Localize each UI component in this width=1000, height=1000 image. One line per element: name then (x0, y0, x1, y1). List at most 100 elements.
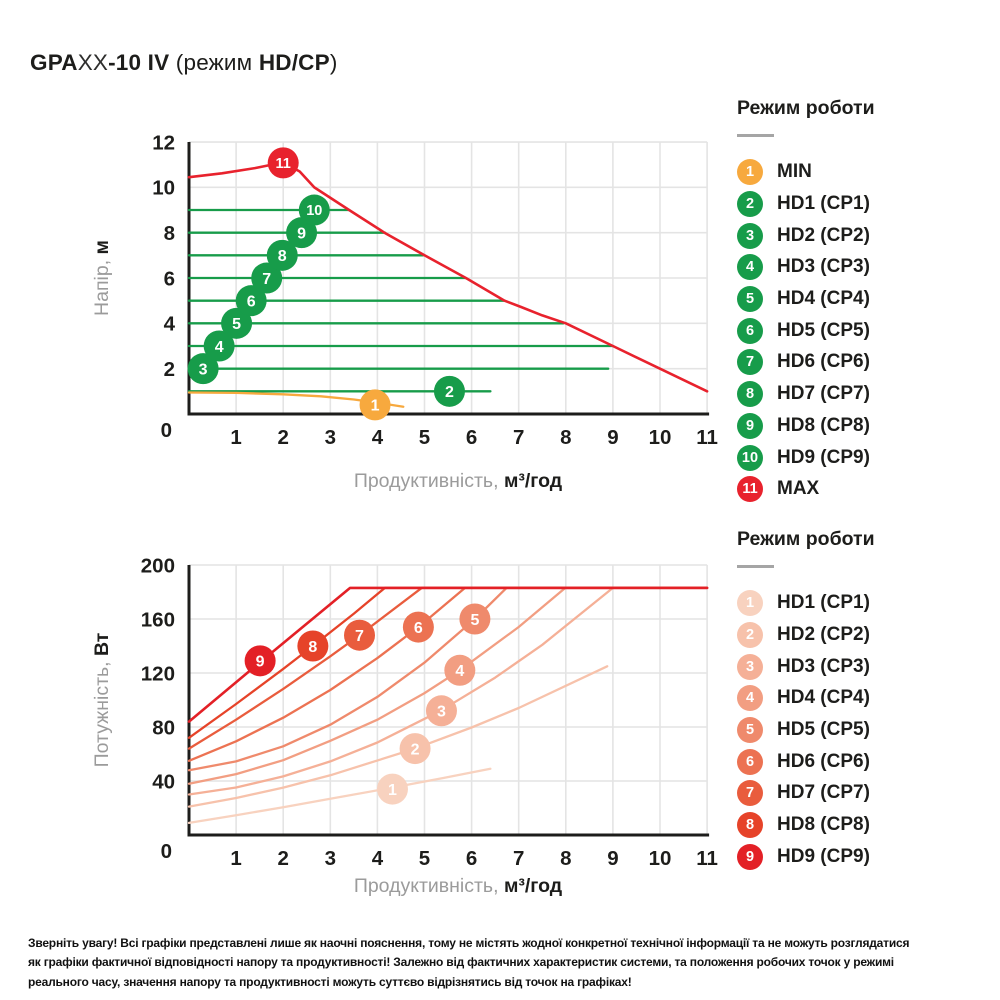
x-tick-label: 9 (607, 847, 618, 870)
chart-marker-10 (298, 194, 330, 226)
legend-label: HD6 (CP6) (777, 750, 870, 772)
chart-marker-4 (203, 330, 235, 362)
x-tick-label: 6 (466, 847, 477, 870)
legend-label: HD4 (CP4) (777, 687, 870, 709)
legend-item-hd6-cp6-: 6 HD6 (CP6) (737, 746, 997, 778)
chart-marker-label: 6 (414, 620, 423, 637)
origin-zero-label: 0 (161, 840, 172, 863)
legend-marker-5: 5 (737, 717, 763, 744)
chart-marker-label: 4 (215, 339, 224, 356)
title-model-prefix: GPA (30, 50, 78, 75)
chart-marker-7 (251, 262, 283, 294)
x-tick-label: 3 (325, 426, 336, 449)
power-chart-legend: Режим роботи 1 HD1 (CP1) 2 HD2 (CP2) 3 HD3 (C… (737, 527, 997, 873)
y-tick-label: 200 (141, 554, 175, 577)
x-tick-label: 4 (372, 426, 384, 449)
chart-marker-label: 7 (262, 271, 271, 288)
legend-marker-4: 4 (737, 685, 763, 712)
series-hd4-cp4- (187, 586, 709, 785)
y-tick-label: 160 (141, 608, 175, 631)
legend-label: HD8 (CP8) (777, 414, 870, 436)
chart-marker-label: 7 (355, 628, 364, 645)
chart-marker-6 (235, 285, 267, 317)
legend-label: HD2 (CP2) (777, 224, 870, 246)
legend-marker-6: 6 (737, 748, 763, 775)
legend-item-hd6-cp6-: 7 HD6 (CP6) (737, 347, 997, 379)
x-axis-title: Продуктивність, м³/год (354, 470, 563, 492)
x-tick-label: 2 (277, 847, 288, 870)
y-tick-label: 2 (164, 358, 175, 381)
chart-marker-1 (376, 773, 408, 805)
legend-marker-4: 4 (737, 254, 763, 281)
x-tick-label: 8 (560, 426, 571, 449)
legend-marker-6: 6 (737, 317, 763, 344)
chart-marker-3 (425, 695, 457, 727)
chart-marker-2 (433, 375, 465, 407)
chart-marker-4 (444, 654, 476, 686)
x-tick-label: 7 (513, 847, 524, 870)
chart-marker-label: 2 (411, 741, 420, 758)
legend-marker-2: 2 (737, 191, 763, 218)
chart-marker-label: 3 (199, 361, 208, 378)
y-axis-title: Напір, м (91, 240, 113, 316)
legend-item-hd7-cp7-: 7 HD7 (CP7) (737, 778, 997, 810)
legend-item-hd5-cp5-: 6 HD5 (CP5) (737, 315, 997, 347)
series-hd3-cp3- (187, 586, 709, 796)
chart-marker-label: 9 (297, 225, 306, 242)
title-model-suffix: -10 IV (108, 50, 170, 75)
chart-marker-9 (244, 645, 276, 677)
series-hd2-cp2- (187, 665, 609, 808)
y-tick-label: 80 (152, 716, 175, 739)
x-tick-label: 4 (372, 847, 384, 870)
legend-marker-8: 8 (737, 812, 763, 839)
legend-label: HD6 (CP6) (777, 351, 870, 373)
chart-marker-label: 10 (306, 203, 322, 219)
legend-marker-10: 10 (737, 444, 763, 471)
axes (187, 565, 710, 837)
legend-item-min: 1 MIN (737, 157, 997, 189)
legend-item-hd9-cp9-: 10 HD9 (CP9) (737, 442, 997, 474)
legend-item-max: 11 MAX (737, 473, 997, 505)
series-hd5-cp5- (187, 586, 709, 772)
legend-item-hd8-cp8-: 9 HD8 (CP8) (737, 410, 997, 442)
legend-marker-5: 5 (737, 286, 763, 313)
chart-marker-label: 3 (437, 704, 446, 721)
legend-rule (737, 565, 774, 568)
legend-marker-7: 7 (737, 349, 763, 376)
legend-label: HD8 (CP8) (777, 814, 870, 836)
legend-label: HD5 (CP5) (777, 319, 870, 341)
disclaimer-note: Зверніть увагу! Всі графіки представлені… (28, 934, 993, 992)
legend-item-hd5-cp5-: 5 HD5 (CP5) (737, 714, 997, 746)
legend-marker-11: 11 (737, 476, 763, 503)
head-chart-legend: Режим роботи 1 MIN 2 HD1 (CP1) 3 HD2 (CP2) 4 HD… (737, 96, 997, 505)
y-tick-label: 6 (164, 267, 175, 290)
x-tick-label: 2 (277, 426, 288, 449)
chart-marker-6 (402, 611, 434, 643)
legend-marker-9: 9 (737, 843, 763, 870)
legend-item-hd1-cp1-: 1 HD1 (CP1) (737, 588, 997, 620)
legend-label: MAX (777, 478, 820, 500)
title-model-xx: XX (77, 50, 109, 75)
chart-marker-label: 8 (278, 248, 287, 265)
legend-item-hd4-cp4-: 4 HD4 (CP4) (737, 683, 997, 715)
x-tick-label: 5 (419, 847, 430, 870)
legend-title: Режим роботи (737, 97, 875, 119)
legend-label: HD9 (CP9) (777, 446, 870, 468)
title-mode-close: ) (329, 50, 338, 75)
legend-item-hd8-cp8-: 8 HD8 (CP8) (737, 809, 997, 841)
chart-marker-7 (344, 619, 376, 651)
chart-marker-11 (267, 147, 299, 179)
legend-title: Режим роботи (737, 528, 875, 550)
x-tick-label: 1 (230, 426, 241, 449)
legend-label: HD1 (CP1) (777, 193, 870, 215)
x-tick-label: 8 (560, 847, 571, 870)
y-tick-label: 10 (152, 177, 175, 200)
chart-marker-5 (221, 307, 253, 339)
chart-marker-2 (399, 733, 431, 765)
chart-marker-8 (266, 239, 298, 271)
power-flow-chart: 1 2 3 4 5 6 7 8 9 40 80 120 160 200 1 2 3 4 5 6 7 8 9 10 11 0 Прод… (91, 554, 718, 897)
chart-marker-label: 5 (232, 316, 241, 333)
legend-marker-2: 2 (737, 622, 763, 649)
y-axis-title: Потужність, Вт (91, 633, 113, 768)
